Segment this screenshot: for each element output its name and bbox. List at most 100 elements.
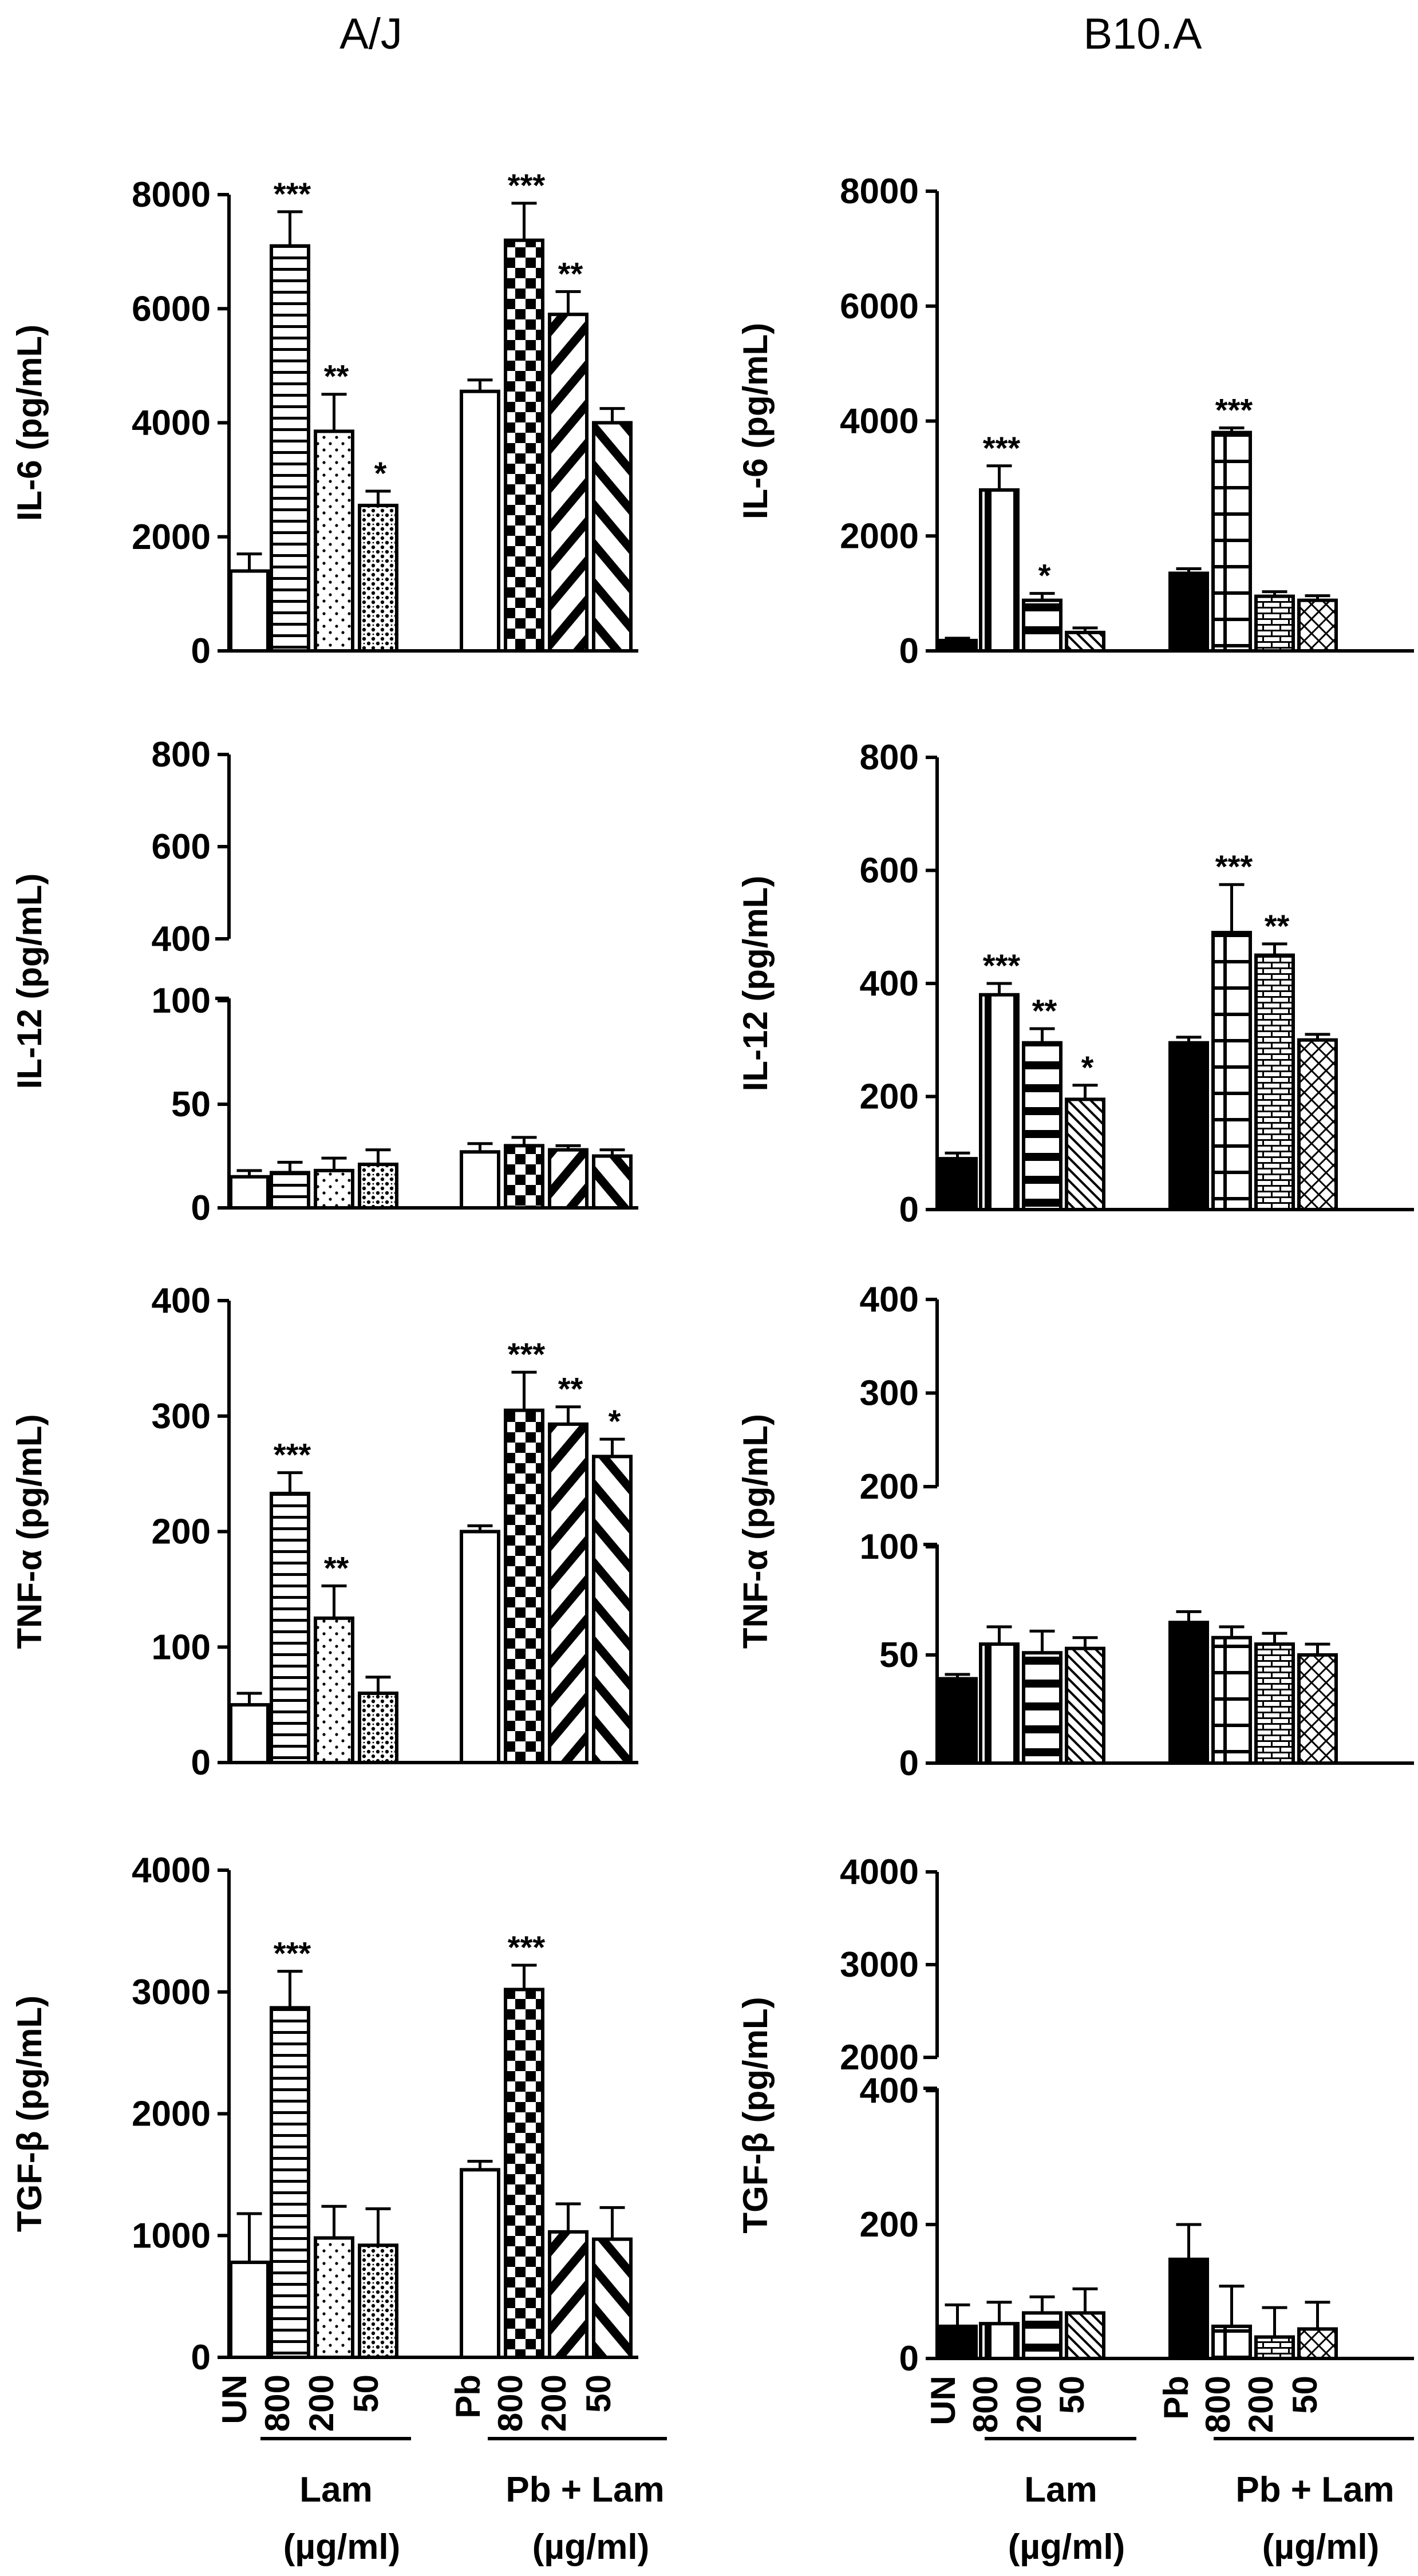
bar-il6-aj-6 <box>548 313 588 653</box>
y-tick-label: 3000 <box>132 1973 211 2012</box>
bar-tgf-aj-5 <box>504 1988 544 2360</box>
column-title-b10a: B10.A <box>1083 10 1202 58</box>
bar-il6-aj-3 <box>358 503 398 653</box>
chart-panel-il12-aj: 0 50 100 400 600 800 IL-12 (pg/mL) <box>10 735 638 1228</box>
bar-tnf-b10-5 <box>1211 1635 1252 1765</box>
x-category-label: 800 <box>491 2374 530 2432</box>
y-tick-label: 0 <box>191 1743 211 1783</box>
significance-marker: * <box>1038 558 1051 594</box>
y-tick-label: 0 <box>191 2338 211 2377</box>
group-unit-label: (µg/ml) <box>283 2527 400 2567</box>
significance-marker: * <box>1081 1049 1094 1085</box>
x-category-label: 200 <box>535 2374 573 2432</box>
bar-tnf-b10-7 <box>1297 1653 1338 1765</box>
y-tick-label: 50 <box>171 1085 211 1124</box>
y-tick-label: 0 <box>899 1744 919 1783</box>
x-category-label: 50 <box>1053 2376 1091 2414</box>
bar-il6-aj-0 <box>229 569 270 653</box>
bar-tnf-b10-2 <box>1022 1651 1062 1765</box>
y-axis-label: IL-12 (pg/mL) <box>10 874 49 1089</box>
group-label: Pb + Lam <box>505 2470 664 2510</box>
bar-tgf-aj-4 <box>460 2168 500 2359</box>
significance-marker: *** <box>508 1929 546 1965</box>
bar-il12-b10-6 <box>1254 953 1295 1211</box>
bar-tgf-aj-1 <box>270 2006 310 2359</box>
bar-il12-aj-3 <box>358 1162 398 1210</box>
significance-marker: ** <box>324 358 349 394</box>
y-tick-label: 400 <box>152 1281 211 1321</box>
group-unit-label: (µg/ml) <box>1262 2527 1379 2567</box>
y-tick-label-upper: 3000 <box>840 1945 919 1985</box>
bar-il6-aj-4 <box>460 389 500 653</box>
y-tick-label: 4000 <box>132 1851 211 1890</box>
significance-marker: *** <box>274 176 311 212</box>
bar-il12-aj-2 <box>314 1168 354 1210</box>
bar-tgf-aj-0 <box>229 2261 270 2359</box>
bar-tnf-b10-0 <box>937 1677 978 1765</box>
x-category-label: 800 <box>1199 2376 1237 2433</box>
significance-marker: ** <box>558 1371 583 1407</box>
bar-il6-b10-3 <box>1065 630 1105 653</box>
y-axis-label: IL-12 (pg/mL) <box>736 876 775 1092</box>
bar-il12-b10-5 <box>1211 931 1252 1211</box>
y-tick-label: 600 <box>860 851 919 891</box>
y-tick-label: 100 <box>152 981 211 1021</box>
bar-il12-b10-4 <box>1168 1041 1209 1211</box>
chart-panel-tgf-aj: 0 1000 2000 3000 4000 TGF-β (pg/mL) *** *** <box>10 1851 638 2377</box>
significance-marker: *** <box>1215 392 1253 428</box>
y-axis-label: TNF-α (pg/mL) <box>736 1414 775 1649</box>
y-tick-label: 300 <box>152 1397 211 1436</box>
x-category-label: 50 <box>579 2374 618 2413</box>
y-tick-label: 6000 <box>840 287 919 326</box>
bar-tgf-b10-5 <box>1211 2324 1252 2361</box>
bar-il12-aj-1 <box>270 1171 310 1210</box>
significance-marker: *** <box>274 1935 311 1971</box>
y-tick-label-upper: 600 <box>152 827 211 867</box>
bar-tgf-aj-2 <box>314 2236 354 2359</box>
bar-il6-b10-2 <box>1022 598 1062 653</box>
y-tick-label: 0 <box>191 631 211 671</box>
bar-il6-aj-7 <box>592 421 633 653</box>
x-category-label: 800 <box>966 2376 1005 2433</box>
y-tick-label: 0 <box>899 1190 919 1230</box>
y-axis-label: IL-6 (pg/mL) <box>10 325 49 521</box>
y-tick-label: 200 <box>152 1512 211 1552</box>
bar-il6-b10-1 <box>979 488 1020 653</box>
y-tick-label-upper: 800 <box>152 735 211 775</box>
x-category-label: 800 <box>258 2374 297 2432</box>
bar-tnf-aj-4 <box>460 1530 500 1764</box>
y-tick-label-upper: 2000 <box>840 2038 919 2077</box>
x-category-label: 50 <box>1286 2376 1324 2414</box>
y-tick-label-upper: 200 <box>860 1467 919 1507</box>
group-label: Pb + Lam <box>1235 2470 1394 2510</box>
y-tick-label: 100 <box>152 1627 211 1667</box>
bar-tgf-b10-4 <box>1168 2257 1209 2361</box>
y-tick-label-upper: 400 <box>860 1280 919 1319</box>
bar-tgf-aj-3 <box>358 2243 398 2360</box>
y-tick-label: 1000 <box>132 2216 211 2255</box>
y-tick-label: 2000 <box>132 2095 211 2134</box>
significance-marker: ** <box>1265 908 1290 944</box>
bar-il6-b10-7 <box>1297 598 1338 653</box>
y-tick-label-upper: 300 <box>860 1374 919 1413</box>
bar-il12-aj-6 <box>548 1148 588 1210</box>
y-tick-label: 50 <box>879 1635 919 1675</box>
y-tick-label: 400 <box>860 2071 919 2111</box>
bar-il6-b10-6 <box>1254 594 1295 653</box>
bar-tnf-aj-6 <box>548 1422 588 1765</box>
bar-tnf-b10-4 <box>1168 1621 1209 1765</box>
significance-marker: *** <box>274 1437 311 1473</box>
bar-il12-b10-1 <box>979 993 1020 1211</box>
x-category-label: 200 <box>1010 2376 1048 2433</box>
significance-marker: * <box>374 455 387 491</box>
y-tick-label: 2000 <box>840 516 919 556</box>
bar-tnf-b10-6 <box>1254 1642 1295 1765</box>
bar-tgf-aj-6 <box>548 2230 588 2359</box>
group-unit-label: (µg/ml) <box>532 2527 649 2567</box>
y-tick-label: 800 <box>860 738 919 777</box>
bar-tnf-aj-0 <box>229 1703 270 1764</box>
